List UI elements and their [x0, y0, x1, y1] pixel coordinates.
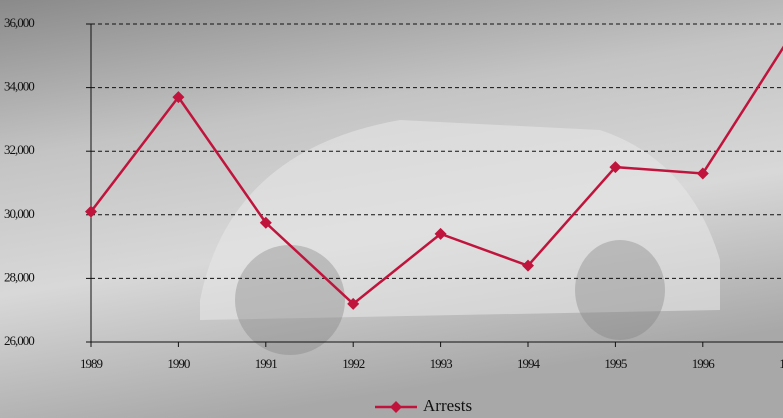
x-tick-label: 1992	[342, 356, 365, 371]
x-tick-label: 1997	[779, 356, 783, 371]
page: 26,000 28,000 30,000 32,000 34,000 36,000 1989…	[0, 0, 783, 418]
y-tick-label: 28,000	[4, 269, 34, 284]
chart: 26,000 28,000 30,000 32,000 34,000 36,000 1989…	[0, 0, 783, 418]
x-tick-label: 1996	[692, 356, 716, 371]
x-tick-label: 1995	[604, 356, 627, 371]
y-tick-label: 36,000	[4, 15, 34, 30]
x-tick-label: 1993	[430, 356, 453, 371]
x-tick-label: 1994	[517, 356, 541, 371]
y-tick-label: 32,000	[4, 142, 34, 157]
x-tick-label: 1991	[255, 356, 278, 371]
x-tick-label: 1989	[80, 356, 103, 371]
y-tick-label: 26,000	[4, 333, 34, 348]
x-tick-label: 1990	[167, 356, 190, 371]
photo-wheel	[235, 245, 345, 355]
y-tick-label: 34,000	[4, 79, 34, 94]
y-tick-label: 30,000	[4, 206, 34, 221]
legend-label: Arrests	[423, 396, 472, 415]
photo-wheel	[575, 240, 665, 340]
